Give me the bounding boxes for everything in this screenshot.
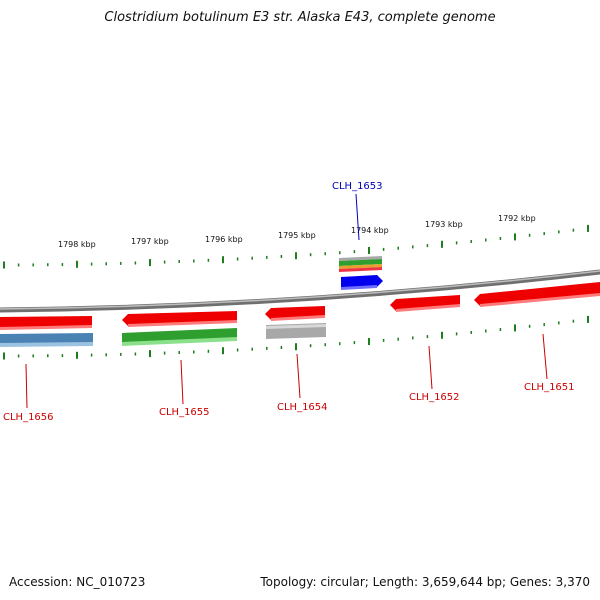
scale-labels: 1798 kbp 1797 kbp 1796 kbp 1795 kbp 1794… [58,214,536,249]
gene-clh-1651[interactable] [474,282,600,307]
gene-label-clh-1651[interactable]: CLH_1651 [524,382,575,393]
gene-clh-1654[interactable] [265,306,326,339]
gene-clh-1652[interactable] [390,295,460,312]
scale-ticks-upper [3,224,589,269]
genome-summary-text: Topology: circular; Length: 3,659,644 bp… [260,575,590,589]
scale-label: 1793 kbp [425,220,463,229]
scale-label: 1798 kbp [58,240,96,249]
gene-label-clh-1656[interactable]: CLH_1656 [3,412,54,423]
scale-ticks-lower [3,315,589,360]
gene-label-clh-1653[interactable]: CLH_1653 [332,181,383,192]
scale-label: 1794 kbp [351,226,389,235]
gene-label-clh-1655[interactable]: CLH_1655 [159,407,210,418]
accession-text: Accession: NC_010723 [9,575,146,589]
gene-clh-1656[interactable] [0,316,93,347]
gene-clh-1655[interactable] [122,311,237,346]
scale-label: 1792 kbp [498,214,536,223]
genome-backbone [0,269,600,313]
scale-label: 1795 kbp [278,231,316,240]
gene-clh-1653[interactable] [339,256,383,290]
gene-label-clh-1654[interactable]: CLH_1654 [277,402,328,413]
gene-label-clh-1652[interactable]: CLH_1652 [409,392,460,403]
gene-label-connectors [25,193,548,409]
scale-label: 1797 kbp [131,237,169,246]
map-title: Clostridium botulinum E3 str. Alaska E43… [104,10,496,25]
scale-label: 1796 kbp [205,235,243,244]
